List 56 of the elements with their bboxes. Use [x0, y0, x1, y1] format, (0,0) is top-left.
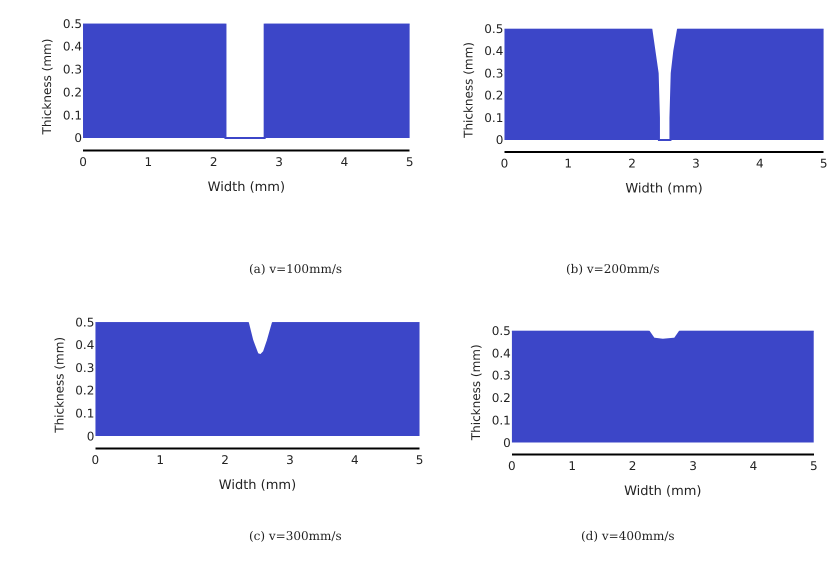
y-tick-label: 0.3 — [62, 62, 82, 77]
text: (c) v=300mm/s — [249, 529, 342, 543]
y-tick-label: 0.3 — [75, 360, 94, 375]
x-tick-label: 2 — [221, 452, 229, 467]
x-tick-label: 1 — [564, 156, 572, 171]
text: (b) v=200mm/s — [566, 262, 660, 276]
y-tick-label: 0.5 — [492, 324, 511, 338]
text: (a) v=100mm/s — [249, 262, 342, 276]
y-tick-label: 0 — [503, 436, 511, 450]
x-tick-label: 2 — [210, 154, 218, 169]
x-axis-title: Width (mm) — [208, 180, 286, 195]
x-axis-title: Width (mm) — [218, 478, 296, 493]
y-axis-title: Thickness (mm) — [462, 42, 476, 139]
y-tick-label: 0.5 — [62, 16, 82, 31]
x-tick-label: 5 — [416, 452, 424, 467]
x-tick-label: 1 — [156, 452, 164, 467]
y-tick-label: 0.3 — [492, 368, 511, 383]
x-tick-label: 1 — [144, 154, 152, 169]
y-tick-label: 0.2 — [62, 85, 82, 100]
y-tick-label: 0.3 — [484, 66, 504, 80]
x-tick-label: 5 — [820, 156, 828, 171]
y-tick-label: 0 — [74, 131, 82, 146]
y-axis-title: Thickness (mm) — [40, 38, 54, 136]
x-tick-label: 5 — [810, 459, 818, 474]
x-tick-label: 5 — [406, 154, 414, 169]
y-tick-label: 0.2 — [75, 384, 94, 398]
text: (d) v=400mm/s — [581, 529, 675, 543]
y-tick-label: 0 — [496, 133, 504, 148]
y-tick-label: 0.1 — [492, 413, 511, 428]
y-tick-label: 0.4 — [492, 346, 511, 360]
x-axis-title: Width (mm) — [624, 484, 702, 500]
x-tick-label: 3 — [689, 459, 697, 474]
x-tick-label: 2 — [628, 156, 636, 171]
y-axis-title: Thickness (mm) — [52, 336, 67, 434]
x-tick-label: 4 — [340, 154, 348, 169]
y-tick-label: 0.4 — [62, 40, 82, 54]
y-tick-label: 0.4 — [484, 44, 504, 58]
x-axis-title: Width (mm) — [625, 182, 703, 197]
y-axis-title: Thickness (mm) — [468, 344, 483, 442]
x-tick-label: 3 — [286, 452, 294, 467]
y-tick-label: 0.2 — [492, 391, 511, 406]
x-tick-label: 1 — [568, 459, 576, 474]
x-tick-label: 2 — [628, 459, 636, 474]
x-tick-label: 4 — [750, 459, 758, 474]
y-tick-label: 0.5 — [484, 22, 504, 36]
y-tick-label: 0 — [86, 429, 94, 444]
x-tick-label: 4 — [756, 156, 764, 171]
x-tick-label: 3 — [275, 154, 283, 169]
y-tick-label: 0.5 — [75, 315, 94, 330]
y-tick-label: 0.1 — [75, 406, 94, 420]
y-tick-label: 0.4 — [75, 338, 94, 352]
y-tick-label: 0.1 — [484, 110, 504, 125]
y-tick-label: 0.2 — [484, 88, 504, 103]
x-tick-label: 3 — [692, 156, 700, 171]
x-tick-label: 4 — [350, 452, 359, 467]
y-tick-label: 0.1 — [62, 108, 82, 122]
